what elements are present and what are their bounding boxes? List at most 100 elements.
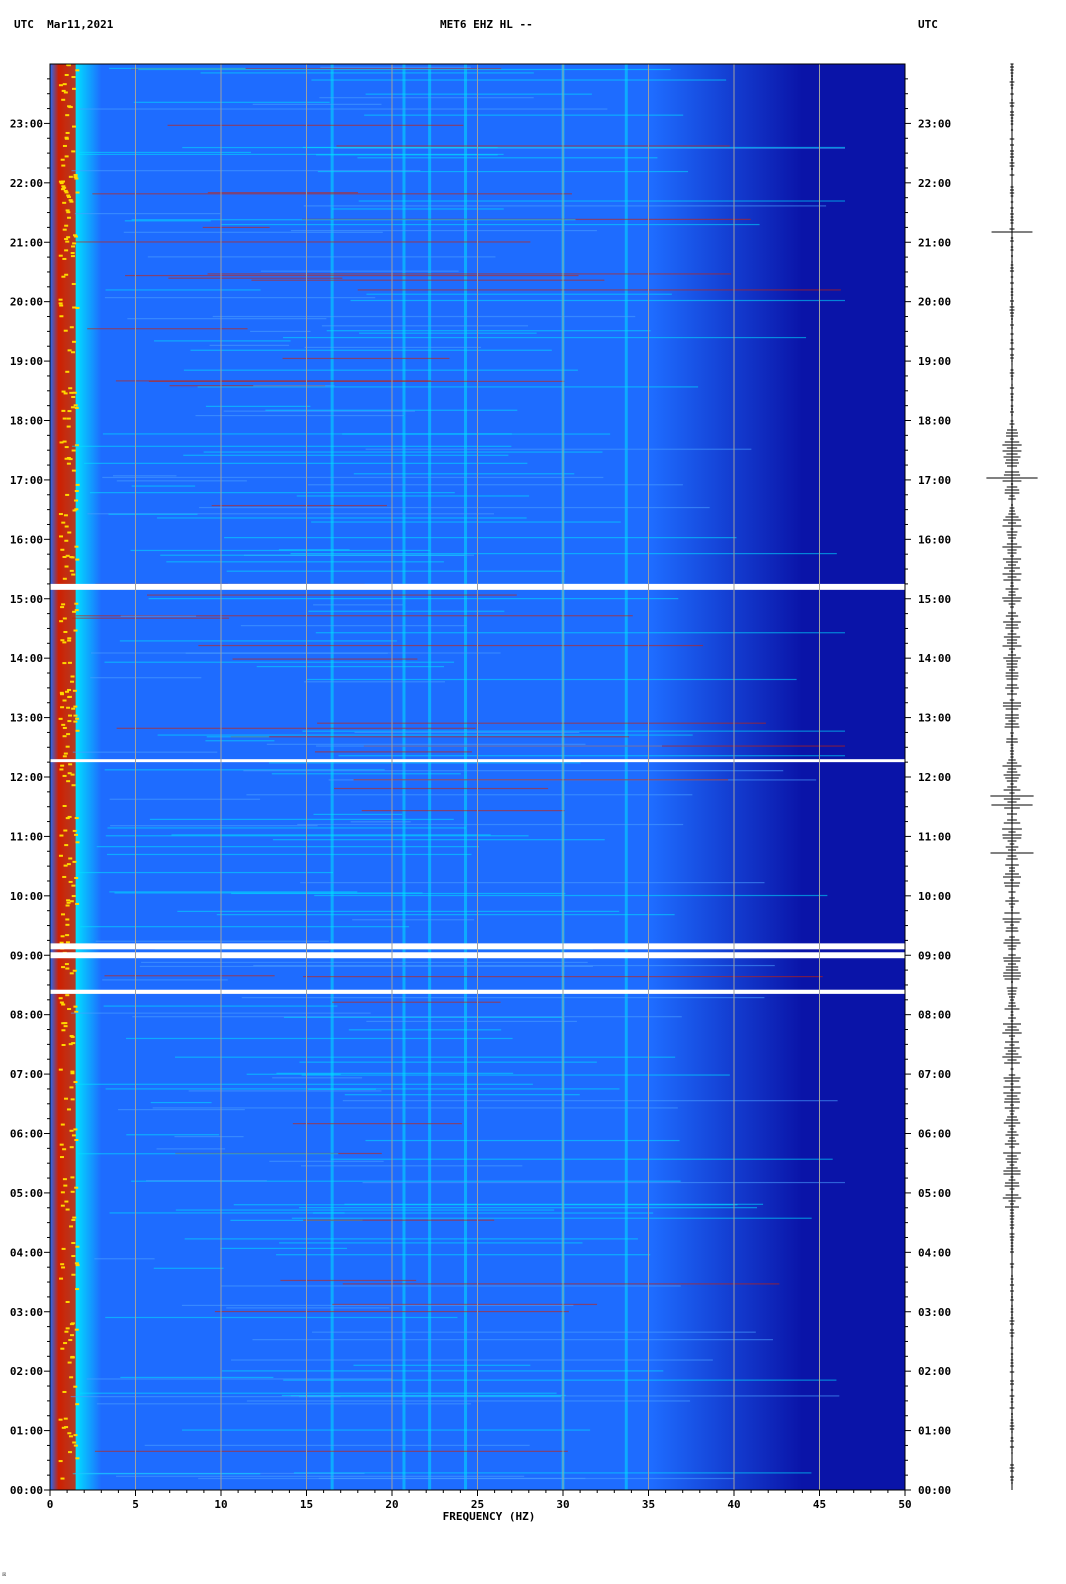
noise-streak (203, 451, 603, 453)
seismogram-trace (986, 63, 1038, 1490)
noise-streak (133, 101, 330, 103)
band-speckle (68, 763, 73, 766)
band-speckle (63, 329, 68, 332)
band-speckle (62, 186, 67, 189)
noise-streak (260, 270, 459, 272)
y-tick-label-left: 17:00 (10, 474, 43, 487)
noise-streak (147, 594, 517, 596)
noise-streak (265, 409, 518, 411)
y-tick-label-left: 07:00 (10, 1068, 43, 1081)
band-speckle (64, 1200, 69, 1203)
noise-streak (79, 108, 608, 110)
noise-streak (157, 734, 693, 736)
noise-streak (350, 821, 411, 823)
noise-streak (94, 1258, 155, 1260)
band-speckle (62, 83, 67, 86)
noise-streak (182, 1429, 591, 1431)
band-speckle (66, 780, 71, 783)
band-speckle (64, 137, 69, 140)
band-speckle (69, 1323, 74, 1326)
band-speckle (60, 693, 65, 696)
band-speckle (64, 525, 69, 528)
band-speckle (73, 720, 78, 723)
band-speckle (65, 1208, 70, 1211)
band-speckle (61, 390, 66, 393)
noise-streak (240, 625, 467, 627)
band-speckle (64, 963, 69, 966)
band-speckle (64, 191, 69, 194)
band-speckle (64, 1097, 69, 1100)
noise-streak (102, 979, 228, 981)
band-speckle (74, 177, 79, 180)
band-speckle (73, 714, 78, 717)
band-speckle (64, 273, 69, 276)
noise-streak (167, 124, 464, 126)
noise-streak (231, 1359, 713, 1361)
noise-streak (251, 279, 605, 281)
noise-streak (200, 72, 534, 74)
band-speckle (62, 144, 67, 147)
x-tick-label: 25 (471, 1498, 484, 1511)
band-speckle (61, 1022, 66, 1025)
band-speckle (61, 1426, 66, 1429)
band-speckle (70, 1035, 75, 1038)
noise-streak (123, 231, 383, 233)
y-tick-label-right: 14:00 (918, 652, 951, 665)
noise-streak (168, 277, 343, 279)
noise-streak (139, 965, 593, 968)
band-speckle (59, 768, 64, 771)
noise-streak (326, 330, 651, 332)
noise-streak (311, 521, 621, 523)
timezone-left: UTC (14, 18, 34, 31)
noise-streak (226, 570, 565, 572)
noise-streak (292, 1123, 462, 1125)
noise-streak (362, 1181, 845, 1184)
y-tick-label-left: 00:00 (10, 1484, 43, 1497)
band-speckle (60, 158, 65, 161)
noise-streak (246, 1400, 691, 1402)
band-speckle (73, 176, 78, 179)
noise-streak (306, 678, 797, 681)
band-speckle (65, 934, 70, 937)
band-speckle (65, 817, 70, 820)
noise-streak (109, 1212, 345, 1214)
band-speckle (67, 661, 72, 664)
noise-streak (342, 433, 611, 435)
noise-streak (216, 914, 675, 916)
band-speckle (71, 573, 76, 576)
noise-streak (358, 200, 845, 202)
band-speckle (73, 235, 78, 238)
y-tick-label-right: 17:00 (918, 474, 951, 487)
band-speckle (63, 1417, 68, 1420)
band-speckle (64, 249, 69, 252)
noise-streak (272, 839, 605, 841)
band-speckle (59, 441, 64, 444)
noise-streak (281, 1394, 566, 1397)
band-speckle (66, 462, 71, 465)
noise-streak (314, 894, 828, 897)
band-speckle (70, 1072, 75, 1075)
noise-streak (212, 315, 636, 318)
band-speckle (74, 490, 79, 493)
band-speckle (65, 209, 70, 212)
band-speckle (69, 1129, 74, 1132)
y-tick-label-left: 11:00 (10, 830, 43, 843)
noise-streak (301, 1074, 730, 1076)
band-speckle (65, 690, 70, 693)
spectral-line (624, 64, 628, 1490)
noise-streak (303, 205, 827, 207)
noise-streak (334, 787, 549, 790)
noise-streak (315, 632, 845, 634)
band-speckle (59, 1143, 64, 1146)
band-speckle (67, 815, 72, 818)
noise-streak (332, 1001, 501, 1003)
y-tick-label-left: 05:00 (10, 1187, 43, 1200)
noise-streak (348, 1029, 502, 1031)
noise-streak (74, 241, 531, 243)
band-speckle (68, 1435, 73, 1438)
band-speckle (71, 884, 76, 887)
noise-streak (72, 617, 230, 619)
noise-streak (313, 813, 403, 816)
grid-lines (135, 64, 820, 1490)
x-tick-label: 0 (47, 1498, 54, 1511)
